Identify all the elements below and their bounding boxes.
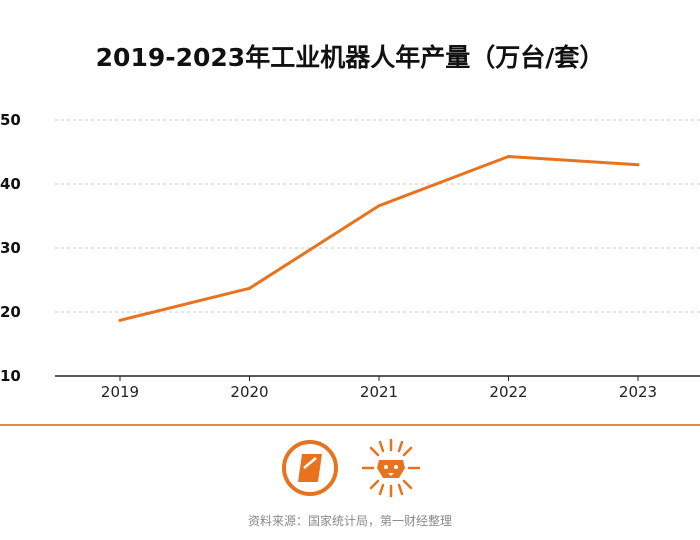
- y-tick-label: 20: [0, 303, 21, 321]
- x-tick-label: 2020: [230, 383, 268, 401]
- yicai-logo-icon: [282, 440, 338, 496]
- data-point: [248, 286, 251, 290]
- data-point: [377, 204, 381, 208]
- series-layer: [118, 154, 640, 322]
- data-point: [507, 154, 510, 158]
- series-line: [118, 154, 640, 322]
- data-point: [118, 318, 122, 322]
- y-tick-label: 10: [0, 367, 21, 385]
- x-axis: [55, 375, 700, 381]
- chart-title: 2019-2023年工业机器人年产量（万台/套）: [95, 43, 605, 72]
- footer-divider: [0, 424, 700, 426]
- y-axis-labels: 10 20 30 40 50: [0, 111, 21, 385]
- y-tick-label: 40: [0, 175, 21, 193]
- data-point: [636, 163, 640, 167]
- x-axis-labels: 2019 2020 2021 2022 2023: [101, 383, 657, 401]
- x-tick-label: 2022: [489, 383, 527, 401]
- y-tick-label: 30: [0, 239, 21, 257]
- y-tick-label: 50: [0, 111, 21, 129]
- gridlines: [55, 119, 700, 313]
- sun-lion-logo-icon: [361, 438, 421, 498]
- x-tick-label: 2019: [101, 383, 139, 401]
- x-tick-label: 2021: [360, 383, 398, 401]
- line-chart: 10 20 30 40 50 2019 2020 2021 2022 2023: [0, 111, 700, 401]
- source-note: 资料来源：国家统计局，第一财经整理: [247, 514, 452, 528]
- x-tick-label: 2023: [619, 383, 657, 401]
